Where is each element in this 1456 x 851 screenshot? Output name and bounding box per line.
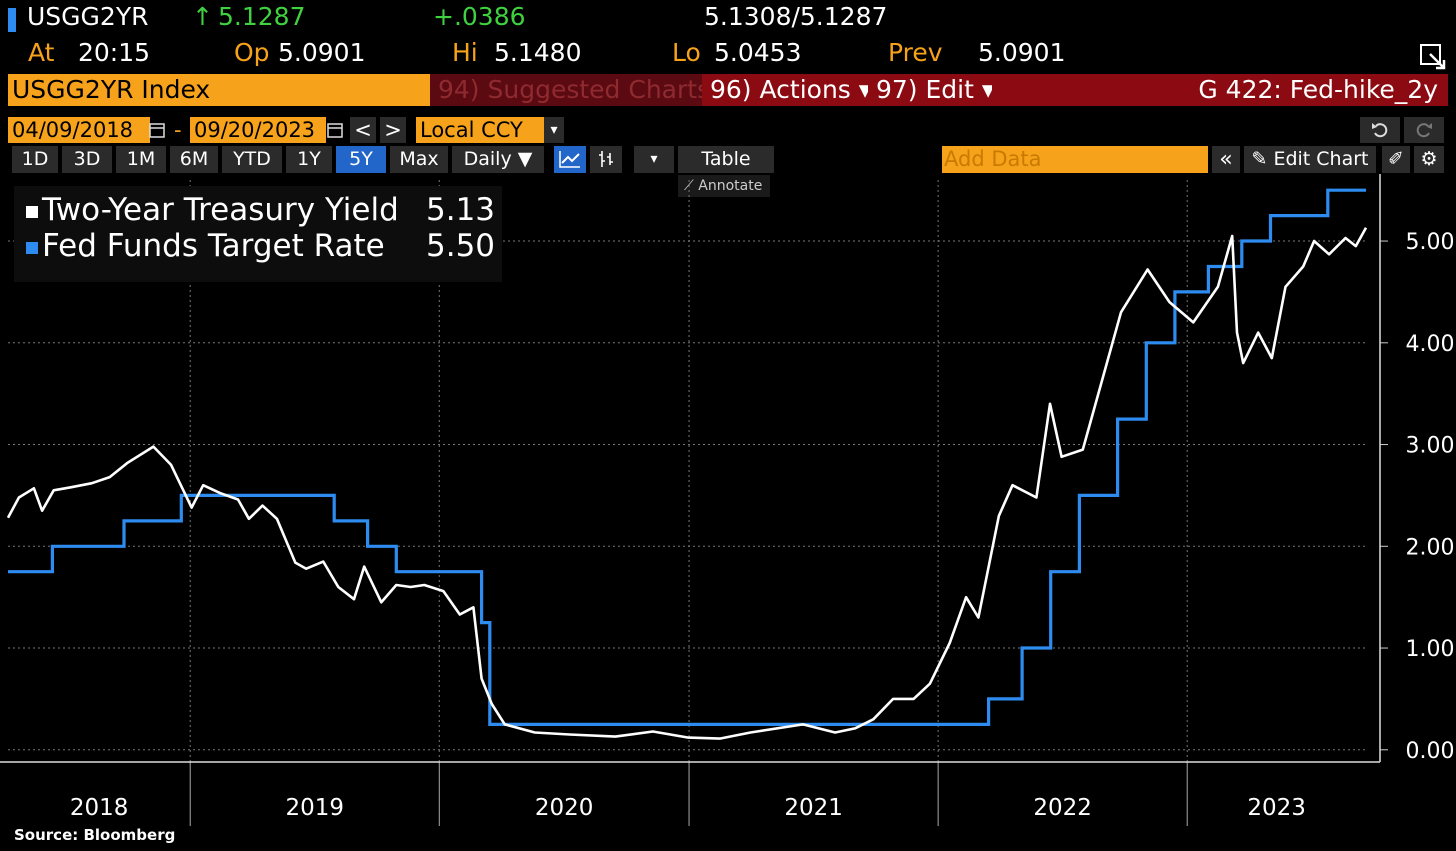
low-label: Lo xyxy=(672,38,701,67)
x-tick-label: 2021 xyxy=(784,795,843,821)
legend-value-fed: 5.50 xyxy=(426,228,496,264)
source-note: Source: Bloomberg xyxy=(14,826,176,844)
legend-item-fed: Fed Funds Target Rate xyxy=(26,228,385,264)
end-calendar-icon[interactable] xyxy=(326,117,346,143)
table-button[interactable]: Table xyxy=(678,146,774,173)
y-tick-label: 3.00 xyxy=(1406,434,1455,459)
currency-dropdown-icon[interactable]: ▾ xyxy=(544,117,564,143)
y-tick-label: 1.00 xyxy=(1406,637,1455,662)
period-bar: 1D 3D 1M 6M YTD 1Y 5Y Max Daily ▼ ▾ Tabl… xyxy=(0,146,1456,174)
y-tick-label: 2.00 xyxy=(1406,535,1455,560)
redo-button[interactable] xyxy=(1404,117,1444,143)
stats-line: At 20:15 Op 5.0901 Hi 5.1480 Lo 5.0453 P… xyxy=(0,38,1456,72)
security-toolbar: USGG2YR Index 94) Suggested Charts 96) A… xyxy=(0,74,1456,108)
x-tick-label: 2020 xyxy=(535,795,594,821)
collapse-icon[interactable]: « xyxy=(1212,146,1240,173)
bar-style-icon[interactable] xyxy=(590,146,622,173)
period-5y[interactable]: 5Y xyxy=(336,146,386,173)
y-tick-label: 4.00 xyxy=(1406,332,1455,357)
open-value: 5.0901 xyxy=(278,38,366,67)
frequency-select[interactable]: Daily ▼ xyxy=(452,146,544,173)
undo-button[interactable] xyxy=(1360,117,1400,143)
legend-square-blue xyxy=(26,241,38,254)
y-tick-label: 0.00 xyxy=(1406,739,1455,764)
legend-square-white xyxy=(26,205,38,218)
x-tick-label: 2018 xyxy=(70,795,129,821)
legend: Two-Year Treasury Yield 5.13 Fed Funds T… xyxy=(14,186,502,282)
edit-chart-label: Edit Chart xyxy=(1273,148,1369,170)
at-label: At xyxy=(28,38,55,67)
add-data-input[interactable]: Add Data xyxy=(942,146,1208,173)
period-max[interactable]: Max xyxy=(390,146,448,173)
ticker-label: USGG2YR xyxy=(27,2,149,31)
suggested-charts-button[interactable]: 94) Suggested Charts xyxy=(430,74,710,106)
x-tick-label: 2023 xyxy=(1247,795,1306,821)
range-dash: - xyxy=(174,118,182,142)
popout-icon[interactable] xyxy=(1418,42,1448,78)
prev-value: 5.0901 xyxy=(978,38,1066,67)
legend-label-yield: Two-Year Treasury Yield xyxy=(42,192,399,228)
period-1m[interactable]: 1M xyxy=(116,146,166,173)
fed-funds-line xyxy=(8,188,1366,726)
legend-label-fed: Fed Funds Target Rate xyxy=(42,228,385,264)
prev-label: Prev xyxy=(888,38,943,67)
high-label: Hi xyxy=(452,38,478,67)
ticker-marker xyxy=(8,8,16,32)
end-date-field[interactable]: 09/20/2023 xyxy=(190,117,326,143)
draw-icon[interactable]: ✐ xyxy=(1382,146,1410,173)
period-6m[interactable]: 6M xyxy=(170,146,218,173)
high-value: 5.1480 xyxy=(494,38,582,67)
period-3d[interactable]: 3D xyxy=(62,146,112,173)
line-chart-icon[interactable] xyxy=(554,146,586,173)
at-value: 20:15 xyxy=(78,38,151,67)
annotate-label: Annotate xyxy=(698,178,763,194)
two-year-yield-line xyxy=(6,227,1368,740)
next-range-button[interactable]: > xyxy=(380,117,406,143)
legend-value-yield: 5.13 xyxy=(426,192,496,228)
date-range-bar: 04/09/2018 - 09/20/2023 < > Local CCY ▾ xyxy=(0,117,1456,145)
start-date-field[interactable]: 04/09/2018 xyxy=(8,117,150,143)
prev-range-button[interactable]: < xyxy=(350,117,376,143)
low-value: 5.0453 xyxy=(714,38,802,67)
x-tick-label: 2019 xyxy=(285,795,344,821)
last-price: 5.1287 xyxy=(218,2,306,31)
y-tick-label: 5.00 xyxy=(1406,230,1455,255)
chart-type-dropdown-icon[interactable]: ▾ xyxy=(634,146,674,173)
net-change: +.0386 xyxy=(433,2,526,31)
last-arrow-icon: ↑ xyxy=(192,2,213,31)
open-label: Op xyxy=(234,38,270,67)
start-calendar-icon[interactable] xyxy=(148,117,168,143)
actions-button[interactable]: 96) Actions ▾ xyxy=(702,74,871,106)
legend-item-yield: Two-Year Treasury Yield xyxy=(26,192,399,228)
period-1d[interactable]: 1D xyxy=(12,146,58,173)
currency-select[interactable]: Local CCY xyxy=(416,117,546,143)
settings-gear-icon[interactable]: ⚙ xyxy=(1414,146,1444,173)
period-1y[interactable]: 1Y xyxy=(286,146,332,173)
edit-button[interactable]: 97) Edit ▾ xyxy=(868,74,994,106)
pencil-icon: ✎ xyxy=(1251,148,1268,170)
quote-line: USGG2YR ↑ 5.1287 +.0386 5.1308/5.1287 xyxy=(0,2,1456,36)
period-ytd[interactable]: YTD xyxy=(222,146,282,173)
edit-chart-button[interactable]: ✎ Edit Chart xyxy=(1244,146,1376,173)
x-tick-label: 2022 xyxy=(1033,795,1092,821)
security-field[interactable]: USGG2YR Index xyxy=(8,74,430,106)
chart-name: G 422: Fed-hike_2y xyxy=(992,74,1448,106)
bid-ask: 5.1308/5.1287 xyxy=(704,2,888,31)
